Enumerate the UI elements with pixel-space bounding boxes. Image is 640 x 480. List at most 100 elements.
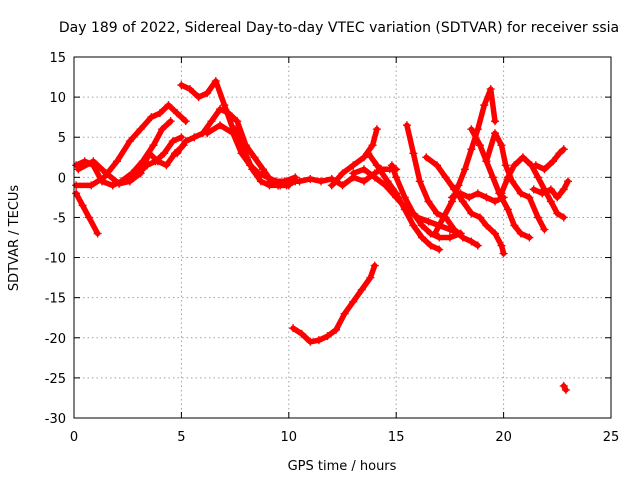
series-track-20 [482, 129, 549, 234]
plus-marker [89, 157, 98, 166]
plus-marker [147, 113, 156, 122]
plus-marker [314, 336, 323, 345]
plus-marker [136, 125, 145, 134]
plus-marker [125, 177, 134, 186]
plus-marker [525, 193, 534, 202]
plus-marker [93, 229, 102, 238]
plus-marker [402, 121, 411, 130]
series-track-21 [497, 153, 568, 222]
plus-marker [162, 161, 171, 170]
axis-ticks: 0 5 10 15 20 25 15 10 5 0 -5 -10 -15 -20 -25 -30 [45, 51, 620, 445]
x-tick-label: 20 [495, 430, 512, 445]
plus-marker [203, 89, 212, 98]
plus-marker [372, 161, 381, 170]
plus-marker [259, 165, 268, 174]
plus-marker [164, 101, 173, 110]
plus-marker [387, 161, 396, 170]
plus-marker [72, 181, 81, 190]
plus-marker [546, 197, 555, 206]
plus-marker [203, 129, 212, 138]
plus-marker [349, 169, 358, 178]
plus-marker [441, 173, 450, 182]
y-tick-label: 15 [49, 51, 66, 66]
plus-marker [297, 329, 306, 338]
plus-marker [553, 209, 562, 218]
plus-marker [250, 153, 259, 162]
plus-marker [546, 185, 555, 194]
plus-marker [540, 225, 549, 234]
y-axis-label: SDTVAR / TECUs [7, 185, 22, 292]
plus-marker [501, 161, 510, 170]
plus-marker [426, 241, 435, 250]
plus-marker [370, 261, 379, 270]
x-tick-label: 15 [388, 430, 405, 445]
plus-marker [555, 149, 564, 158]
series-path-track-6 [178, 78, 245, 148]
plus-marker [497, 189, 506, 198]
plus-marker [553, 193, 562, 202]
plus-marker [155, 109, 164, 118]
plus-marker [78, 201, 87, 210]
plus-marker [473, 189, 482, 198]
plus-marker [366, 273, 375, 282]
plus-marker [422, 153, 431, 162]
plus-marker [456, 189, 465, 198]
plus-marker [525, 233, 534, 242]
plus-marker [538, 189, 547, 198]
plus-marker [516, 189, 525, 198]
plus-marker [181, 137, 190, 146]
plus-marker [433, 209, 442, 218]
plus-marker [561, 385, 570, 394]
plus-marker [211, 77, 220, 86]
plus-marker [482, 157, 491, 166]
y-tick-label: -25 [45, 372, 66, 387]
x-tick-label: 25 [603, 430, 620, 445]
plus-marker [497, 141, 506, 150]
plus-marker [220, 101, 229, 110]
series-path-track-17 [432, 86, 498, 237]
plus-marker [486, 85, 495, 94]
series-path-track-15 [404, 122, 481, 249]
plus-marker [475, 141, 484, 150]
plus-marker [216, 105, 225, 114]
plus-marker [181, 117, 190, 126]
plus-marker [149, 141, 158, 150]
plus-marker [87, 181, 96, 190]
plus-marker [383, 177, 392, 186]
series-track-13 [364, 149, 444, 254]
plus-marker [559, 185, 568, 194]
plus-marker [564, 177, 573, 186]
plus-marker [332, 325, 341, 334]
plus-marker [510, 161, 519, 170]
series-path-track-1 [73, 190, 101, 237]
plus-marker [559, 145, 568, 154]
plus-marker [467, 209, 476, 218]
plus-marker [359, 165, 368, 174]
plus-marker [295, 177, 304, 186]
plus-marker [177, 81, 186, 90]
plot-frame [73, 56, 612, 419]
plus-marker [465, 193, 474, 202]
plus-marker [112, 157, 121, 166]
plus-marker [207, 117, 216, 126]
series-track-14 [387, 161, 465, 242]
plus-marker [508, 177, 517, 186]
plus-marker [338, 181, 347, 190]
plus-marker [173, 149, 182, 158]
plus-marker [491, 229, 500, 238]
plus-marker [549, 157, 558, 166]
plus-marker [531, 161, 540, 170]
plus-marker [158, 125, 167, 134]
plus-marker [239, 145, 248, 154]
plus-marker [473, 241, 482, 250]
plus-marker [168, 137, 177, 146]
series-track-3 [72, 101, 190, 190]
plus-marker [458, 197, 467, 206]
plus-marker [482, 193, 491, 202]
plus-marker [194, 93, 203, 102]
plus-marker [289, 324, 298, 333]
plus-marker [400, 205, 409, 214]
plus-marker [327, 181, 336, 190]
plus-marker [233, 117, 242, 126]
